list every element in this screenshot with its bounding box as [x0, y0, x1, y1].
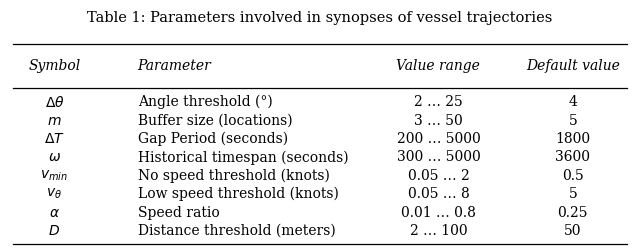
Text: Angle threshold (°): Angle threshold (°) — [138, 95, 273, 109]
Text: No speed threshold (knots): No speed threshold (knots) — [138, 169, 330, 183]
Text: Parameter: Parameter — [138, 59, 211, 73]
Text: 200 … 5000: 200 … 5000 — [397, 132, 480, 146]
Text: 5: 5 — [568, 114, 577, 127]
Text: $v_{min}$: $v_{min}$ — [40, 169, 68, 183]
Text: $m$: $m$ — [47, 114, 61, 127]
Text: 5: 5 — [568, 187, 577, 201]
Text: $\Delta T$: $\Delta T$ — [44, 132, 65, 146]
Text: Value range: Value range — [396, 59, 481, 73]
Text: 0.01 … 0.8: 0.01 … 0.8 — [401, 206, 476, 220]
Text: 300 … 5000: 300 … 5000 — [397, 150, 480, 164]
Text: 0.05 … 8: 0.05 … 8 — [408, 187, 469, 201]
Text: 4: 4 — [568, 95, 577, 109]
Text: 0.05 … 2: 0.05 … 2 — [408, 169, 469, 183]
Text: Low speed threshold (knots): Low speed threshold (knots) — [138, 187, 339, 201]
Text: 2 … 100: 2 … 100 — [410, 224, 467, 238]
Text: 0.25: 0.25 — [557, 206, 588, 220]
Text: Buffer size (locations): Buffer size (locations) — [138, 114, 292, 127]
Text: $\alpha$: $\alpha$ — [49, 206, 60, 220]
Text: $\Delta\theta$: $\Delta\theta$ — [45, 95, 64, 110]
Text: Distance threshold (meters): Distance threshold (meters) — [138, 224, 335, 238]
Text: $\omega$: $\omega$ — [48, 150, 61, 164]
Text: 50: 50 — [564, 224, 582, 238]
Text: Gap Period (seconds): Gap Period (seconds) — [138, 132, 288, 146]
Text: 1800: 1800 — [556, 132, 590, 146]
Text: $D$: $D$ — [49, 224, 60, 238]
Text: 0.5: 0.5 — [562, 169, 584, 183]
Text: Table 1: Parameters involved in synopses of vessel trajectories: Table 1: Parameters involved in synopses… — [87, 11, 553, 25]
Text: Symbol: Symbol — [28, 59, 81, 73]
Text: Speed ratio: Speed ratio — [138, 206, 220, 220]
Text: 3 … 50: 3 … 50 — [414, 114, 463, 127]
Text: 3600: 3600 — [556, 150, 590, 164]
Text: 2 … 25: 2 … 25 — [414, 95, 463, 109]
Text: Default value: Default value — [526, 59, 620, 73]
Text: Historical timespan (seconds): Historical timespan (seconds) — [138, 150, 348, 165]
Text: $v_{\theta}$: $v_{\theta}$ — [47, 187, 62, 201]
